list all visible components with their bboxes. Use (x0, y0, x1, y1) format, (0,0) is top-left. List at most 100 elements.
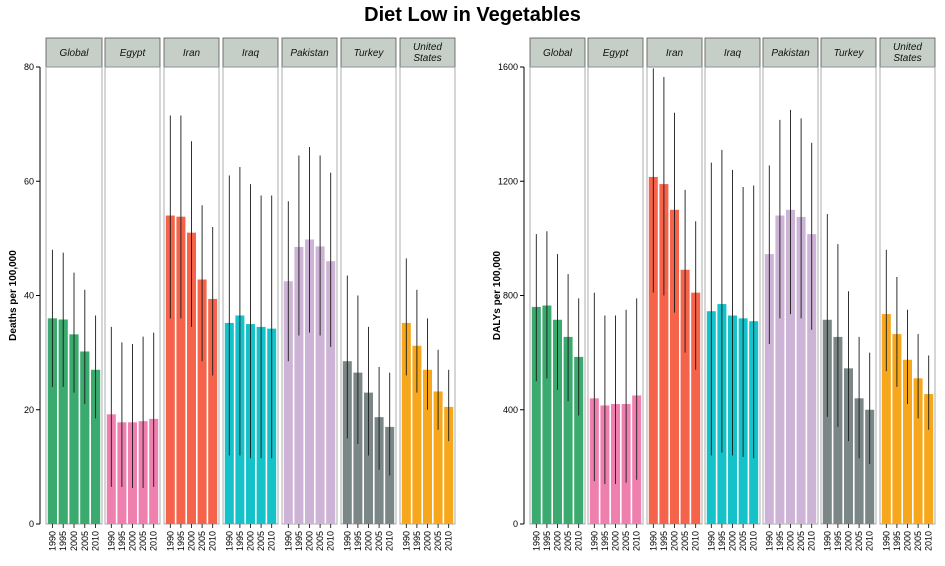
dalys-iran-year-label-2005: 2005 (680, 531, 690, 551)
dalys-y-axis-label: DALYs per 100,000 (492, 251, 503, 341)
dalys-united-states-year-label-2005: 2005 (913, 531, 923, 551)
dalys-iran-bar-2010 (691, 292, 701, 524)
dalys-global-year-label-2000: 2000 (553, 531, 563, 551)
deaths-global-year-label-1995: 1995 (58, 531, 68, 551)
dalys-united-states-strip-label: States (893, 53, 921, 64)
deaths-iran-year-label-1990: 1990 (165, 531, 175, 551)
dalys-pakistan-bar-1990 (764, 254, 774, 524)
dalys-pakistan-bar-2000 (786, 209, 795, 524)
deaths-global-bar-2000 (69, 334, 79, 524)
dalys-iran-bar-1995 (659, 184, 669, 524)
dalys-egypt-year-label-2005: 2005 (621, 531, 631, 551)
dalys-united-states-bar-1990 (881, 314, 891, 524)
deaths-y-tick-label: 0 (29, 519, 34, 529)
deaths-iraq-year-label-2000: 2000 (246, 531, 256, 551)
deaths-pakistan-bar-2000 (305, 239, 314, 524)
dalys-iraq-year-label-1990: 1990 (706, 531, 716, 551)
deaths-global-bar-2010 (91, 369, 101, 524)
deaths-united-states-strip (399, 37, 456, 68)
deaths-egypt-year-label-1995: 1995 (117, 531, 127, 551)
dalys-united-states-strip (879, 37, 936, 68)
deaths-pakistan-strip-label: Pakistan (290, 48, 329, 59)
deaths-iran-bar-2000 (187, 232, 196, 524)
deaths-turkey-bar-1990 (342, 361, 352, 524)
deaths-turkey-year-label-2000: 2000 (364, 531, 374, 551)
dalys-y-tick-label: 800 (503, 291, 518, 301)
deaths-iran-bar-1995 (176, 216, 186, 525)
deaths-pakistan-bar-1990 (283, 281, 293, 524)
deaths-global-strip-label: Global (60, 48, 90, 59)
deaths-egypt-strip-label: Egypt (120, 48, 147, 59)
dalys-iraq-year-label-1995: 1995 (717, 531, 727, 551)
deaths-united-states-strip-label: United (413, 42, 442, 53)
dalys-egypt-year-label-2010: 2010 (632, 531, 642, 551)
deaths-global-bar-1995 (58, 319, 68, 524)
deaths-pakistan-year-label-2010: 2010 (326, 531, 336, 551)
dalys-iran-bar-2000 (670, 209, 679, 524)
deaths-united-states-year-label-1995: 1995 (412, 531, 422, 551)
deaths-united-states-year-label-1990: 1990 (401, 531, 411, 551)
dalys-pakistan-year-label-2010: 2010 (807, 531, 817, 551)
deaths-iraq-year-label-2010: 2010 (267, 531, 277, 551)
deaths-global-year-label-2005: 2005 (80, 531, 90, 551)
dalys-pakistan-year-label-2000: 2000 (786, 531, 796, 551)
deaths-global-bar-2005 (80, 351, 90, 524)
deaths-y-axis-label: Deaths per 100,000 (8, 250, 19, 341)
deaths-egypt-year-label-2005: 2005 (138, 531, 148, 551)
dalys-iran-year-label-2010: 2010 (691, 531, 701, 551)
dalys-global-strip-label: Global (543, 48, 573, 59)
deaths-iran-year-label-2010: 2010 (208, 531, 218, 551)
dalys-global-year-label-2010: 2010 (574, 531, 584, 551)
deaths-united-states-bar-1990 (401, 322, 411, 524)
dalys-iran-year-label-2000: 2000 (670, 531, 680, 551)
deaths-iraq-year-label-2005: 2005 (256, 531, 266, 551)
dalys-egypt-strip-label: Egypt (603, 48, 630, 59)
dalys-iraq-year-label-2000: 2000 (728, 531, 738, 551)
deaths-egypt-year-label-1990: 1990 (106, 531, 116, 551)
deaths-iraq-year-label-1990: 1990 (224, 531, 234, 551)
dalys-egypt-year-label-2000: 2000 (611, 531, 621, 551)
deaths-pakistan-year-label-1990: 1990 (283, 531, 293, 551)
deaths-iran-year-label-2005: 2005 (197, 531, 207, 551)
deaths-egypt-strip (104, 37, 161, 68)
dalys-turkey-strip-label: Turkey (834, 48, 865, 59)
dalys-united-states-year-label-1995: 1995 (892, 531, 902, 551)
deaths-global-year-label-1990: 1990 (47, 531, 57, 551)
dalys-turkey-bar-2010 (865, 409, 875, 524)
deaths-y-tick-label: 60 (24, 176, 34, 186)
deaths-pakistan-bar-2010 (326, 261, 336, 524)
dalys-turkey-bar-1995 (833, 336, 843, 524)
dalys-pakistan-year-label-1995: 1995 (775, 531, 785, 551)
dalys-y-tick-label: 1200 (498, 176, 518, 186)
deaths-turkey-strip-label: Turkey (354, 48, 385, 59)
dalys-united-states-year-label-1990: 1990 (881, 531, 891, 551)
deaths-united-states-bar-1995 (412, 345, 422, 524)
dalys-y-tick-label: 1600 (498, 62, 518, 72)
dalys-turkey-bar-1990 (822, 319, 832, 524)
dalys-united-states-strip-label: United (893, 42, 922, 53)
deaths-iran-year-label-1995: 1995 (176, 531, 186, 551)
deaths-iran-strip-label: Iran (183, 48, 201, 59)
dalys-iran-bar-2005 (680, 269, 690, 524)
deaths-iraq-strip-label: Iraq (242, 48, 260, 59)
deaths-united-states-year-label-2000: 2000 (423, 531, 433, 551)
deaths-united-states-year-label-2010: 2010 (444, 531, 454, 551)
deaths-iran-year-label-2000: 2000 (187, 531, 197, 551)
dalys-pakistan-strip-label: Pakistan (771, 48, 810, 59)
dalys-egypt-year-label-1990: 1990 (589, 531, 599, 551)
deaths-turkey-bar-1995 (353, 372, 363, 524)
dalys-united-states-bar-1995 (892, 334, 902, 524)
dalys-iran-bar-1990 (648, 176, 658, 524)
dalys-turkey-year-label-2000: 2000 (844, 531, 854, 551)
deaths-pakistan-strip (281, 37, 338, 68)
deaths-turkey-year-label-2010: 2010 (385, 531, 395, 551)
deaths-global-bar-1990 (47, 318, 57, 524)
dalys-pakistan-year-label-1990: 1990 (764, 531, 774, 551)
dalys-united-states-year-label-2010: 2010 (924, 531, 934, 551)
deaths-united-states-bar-2000 (423, 369, 432, 524)
dalys-pakistan-year-label-2005: 2005 (796, 531, 806, 551)
dalys-global-bar-2010 (574, 356, 584, 524)
deaths-pakistan-bar-1995 (294, 246, 304, 524)
dalys-turkey-bar-2005 (854, 398, 864, 524)
